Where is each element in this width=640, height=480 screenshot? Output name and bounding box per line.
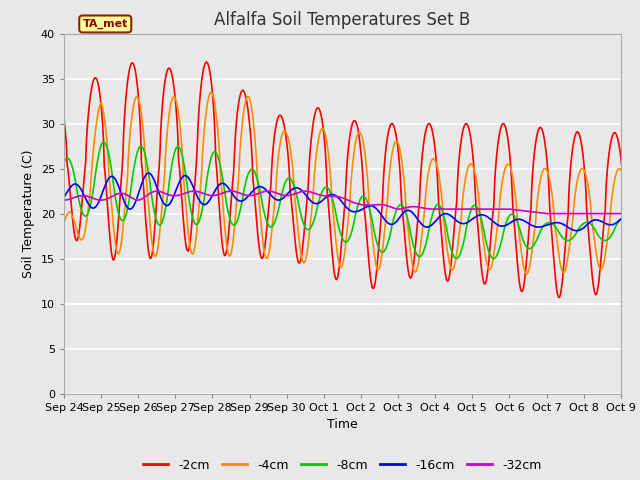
-2cm <box>292 242 300 248</box>
-16cm <box>269 194 277 200</box>
Text: TA_met: TA_met <box>83 19 128 29</box>
-32cm <box>543 211 551 216</box>
Y-axis label: Soil Temperature (C): Soil Temperature (C) <box>22 149 35 278</box>
-32cm <box>130 196 138 202</box>
Line: -16cm: -16cm <box>64 173 640 231</box>
-2cm <box>269 146 277 152</box>
-16cm <box>240 197 248 203</box>
-32cm <box>60 197 68 203</box>
-16cm <box>456 220 464 226</box>
-4cm <box>207 89 215 95</box>
-2cm <box>60 117 68 122</box>
Legend: -2cm, -4cm, -8cm, -16cm, -32cm: -2cm, -4cm, -8cm, -16cm, -32cm <box>138 454 547 477</box>
-8cm <box>292 188 300 193</box>
-8cm <box>452 256 460 262</box>
-2cm <box>240 88 248 94</box>
-2cm <box>203 59 211 65</box>
-4cm <box>240 109 248 115</box>
-16cm <box>60 194 68 200</box>
-32cm <box>423 206 431 212</box>
Line: -32cm: -32cm <box>64 191 640 214</box>
-32cm <box>240 192 248 197</box>
-4cm <box>456 221 464 227</box>
-8cm <box>131 162 138 168</box>
-8cm <box>269 223 277 228</box>
-32cm <box>292 191 300 196</box>
-16cm <box>292 185 300 191</box>
-4cm <box>269 216 277 221</box>
-8cm <box>60 159 68 165</box>
Title: Alfalfa Soil Temperatures Set B: Alfalfa Soil Temperatures Set B <box>214 11 470 29</box>
-32cm <box>269 189 277 195</box>
-2cm <box>130 62 138 68</box>
-32cm <box>456 206 464 212</box>
-8cm <box>458 248 465 254</box>
-2cm <box>456 143 464 149</box>
-4cm <box>60 220 68 226</box>
-16cm <box>573 228 580 234</box>
-4cm <box>292 202 300 207</box>
-4cm <box>130 102 138 108</box>
-32cm <box>153 188 161 194</box>
-16cm <box>130 203 138 209</box>
-4cm <box>423 178 431 184</box>
Line: -2cm: -2cm <box>64 62 640 298</box>
-2cm <box>555 295 563 300</box>
-16cm <box>145 170 152 176</box>
-8cm <box>423 236 431 241</box>
Line: -8cm: -8cm <box>64 142 640 259</box>
-4cm <box>522 271 530 277</box>
Line: -4cm: -4cm <box>64 92 640 274</box>
-2cm <box>423 123 431 129</box>
-16cm <box>423 224 431 230</box>
X-axis label: Time: Time <box>327 418 358 431</box>
-8cm <box>240 189 248 195</box>
-8cm <box>100 139 108 145</box>
